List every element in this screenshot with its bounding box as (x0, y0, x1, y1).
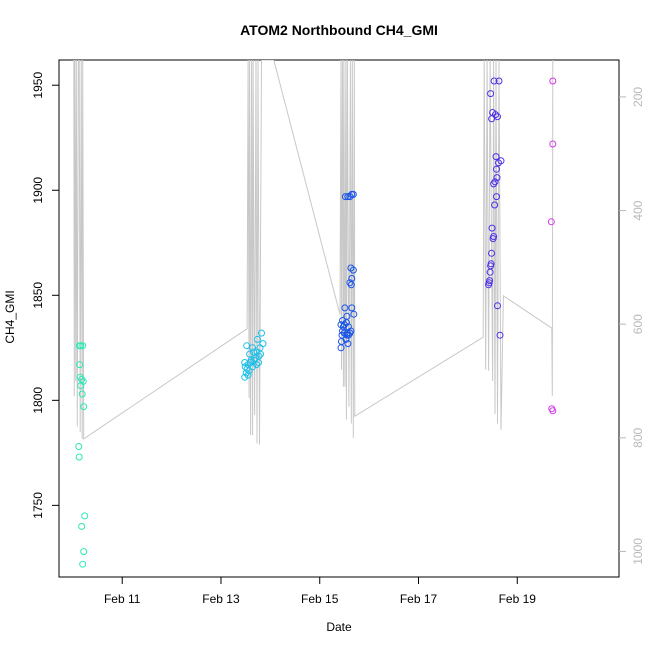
data-point-series-3 (342, 335, 350, 343)
y-right-tick-label: 400 (631, 200, 645, 220)
y-right-tick-label: 800 (631, 427, 645, 447)
data-point-series-4 (491, 201, 499, 209)
data-point-series-4 (490, 77, 498, 85)
data-point-series-4 (485, 279, 493, 287)
data-point-series-1 (75, 453, 83, 461)
data-point-series-1 (77, 342, 85, 350)
plot-frame (58, 59, 620, 578)
data-point-series-2 (242, 369, 250, 377)
data-point-series-2 (249, 344, 257, 352)
data-point-series-4 (489, 235, 497, 243)
data-point-series-3 (337, 321, 345, 329)
data-point-series-4 (490, 180, 498, 188)
y-axis-right: 200 400 600 800 1000 (619, 87, 645, 565)
data-point-series-1 (81, 512, 89, 520)
data-point-series-1 (79, 342, 87, 350)
data-point-series-1 (80, 548, 88, 556)
data-point-series-4 (486, 268, 494, 276)
data-point-series-3 (348, 304, 356, 312)
data-point-series-4 (495, 159, 502, 167)
data-point-series-3 (341, 193, 349, 201)
y-right-tick-label: 200 (631, 87, 645, 107)
y-axis: 1750 1800 1850 1900 1950 (31, 72, 59, 519)
y-tick-label: 1950 (31, 72, 45, 99)
y-axis-label: CH4_GMI (3, 290, 17, 343)
x-tick-label: Feb 17 (400, 592, 438, 606)
data-point-series-4 (493, 193, 500, 201)
data-point-series-5 (549, 407, 557, 415)
data-point-series-3 (349, 190, 357, 198)
data-point-series-1 (78, 522, 86, 530)
profile-line (73, 60, 554, 445)
data-point-series-3 (347, 281, 355, 289)
data-point-series-4 (495, 77, 503, 85)
data-point-series-2 (244, 371, 252, 379)
data-point-series-5 (547, 218, 555, 226)
chart-title: ATOM2 Northbound CH4_GMI (240, 22, 438, 38)
data-point-series-2 (255, 359, 262, 366)
x-tick-label: Feb 11 (104, 592, 141, 606)
data-point-series-2 (254, 335, 261, 343)
x-axis-label: Date (326, 620, 352, 634)
data-point-series-2 (247, 359, 255, 366)
data-point-series-3 (344, 340, 352, 348)
y-right-tick-label: 600 (631, 314, 645, 334)
data-point-series-5 (549, 77, 557, 85)
data-point-series-4 (488, 249, 496, 257)
data-point-series-1 (76, 361, 84, 369)
data-point-series-4 (493, 174, 501, 182)
data-point-series-3 (337, 344, 345, 352)
data-point-series-2 (249, 363, 257, 371)
data-point-series-2 (258, 329, 265, 337)
y-right-tick-label: 1000 (631, 538, 645, 565)
data-point-series-4 (494, 113, 501, 121)
data-point-series-1 (77, 382, 85, 390)
x-tick-label: Feb 15 (301, 592, 339, 606)
data-points (75, 77, 557, 568)
data-point-series-3 (350, 310, 358, 318)
y-tick-label: 1900 (31, 177, 45, 204)
data-point-series-3 (341, 304, 349, 312)
data-point-series-4 (488, 224, 496, 232)
altitude-profile (73, 60, 554, 445)
x-tick-label: Feb 13 (202, 592, 240, 606)
data-point-series-2 (253, 361, 260, 369)
data-point-series-2 (250, 348, 258, 356)
data-point-series-2 (241, 373, 249, 381)
x-tick-label: Feb 19 (499, 592, 537, 606)
data-point-series-4 (496, 331, 504, 339)
data-point-series-4 (493, 165, 500, 173)
data-point-series-1 (80, 403, 88, 411)
data-point-series-3 (349, 266, 357, 274)
data-point-series-2 (259, 340, 267, 348)
data-point-series-4 (488, 115, 496, 123)
y-tick-label: 1800 (31, 387, 45, 414)
data-point-series-4 (492, 111, 499, 119)
data-point-series-4 (492, 153, 500, 161)
data-point-series-2 (246, 350, 254, 358)
data-point-series-1 (78, 390, 86, 398)
y-tick-label: 1850 (31, 282, 45, 309)
data-point-series-5 (549, 140, 557, 148)
data-point-series-4 (494, 302, 501, 310)
data-point-series-4 (487, 90, 495, 98)
x-axis: Feb 11 Feb 13 Feb 15 Feb 17 Feb 19 (104, 577, 536, 606)
data-point-series-2 (243, 342, 251, 350)
data-point-series-2 (257, 350, 264, 358)
y-tick-label: 1750 (31, 492, 45, 519)
data-point-series-1 (75, 443, 83, 450)
data-point-series-1 (79, 560, 87, 568)
